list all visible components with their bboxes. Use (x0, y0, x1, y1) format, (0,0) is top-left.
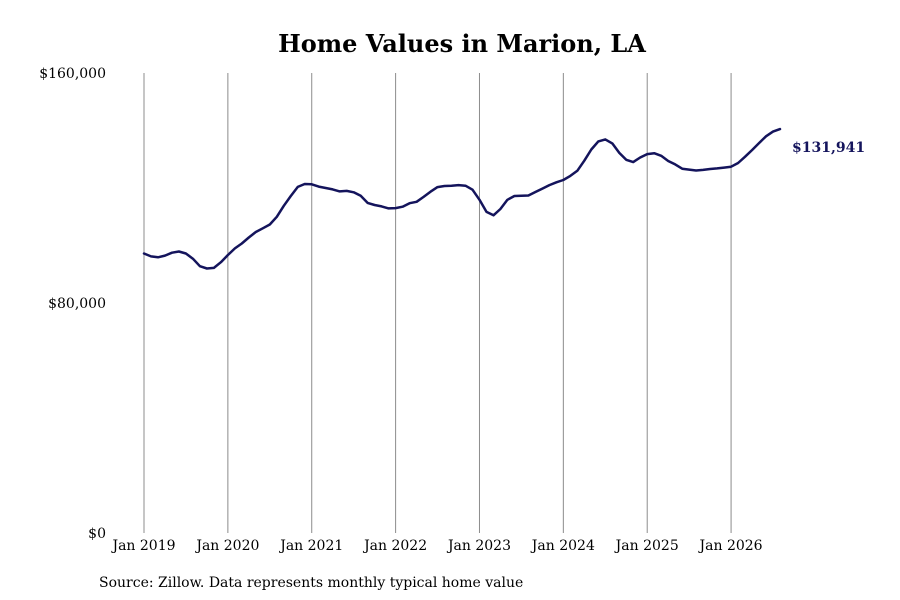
x-tick-label: Jan 2023 (446, 538, 511, 554)
y-tick-label: $80,000 (48, 296, 106, 312)
x-tick-label: Jan 2022 (362, 538, 427, 554)
grid-lines (143, 73, 732, 533)
y-axis-ticks: $0 $80,000 $160,000 (39, 66, 106, 542)
x-tick-label: Jan 2024 (530, 538, 595, 554)
y-tick-label: $0 (88, 526, 106, 542)
x-tick-label: Jan 2019 (110, 538, 175, 554)
source-note: Source: Zillow. Data represents monthly … (99, 575, 523, 591)
chart-title: Home Values in Marion, LA (278, 29, 646, 58)
latest-value-label: $131,941 (792, 140, 865, 156)
x-tick-label: Jan 2025 (614, 538, 679, 554)
y-tick-label: $160,000 (39, 66, 106, 82)
x-axis-ticks: Jan 2019 Jan 2020 Jan 2021 Jan 2022 Jan 2023… (110, 538, 762, 554)
x-tick-label: Jan 2021 (278, 538, 343, 554)
x-tick-label: Jan 2020 (194, 538, 259, 554)
x-tick-label: Jan 2026 (698, 538, 763, 554)
home-value-line (142, 127, 782, 270)
